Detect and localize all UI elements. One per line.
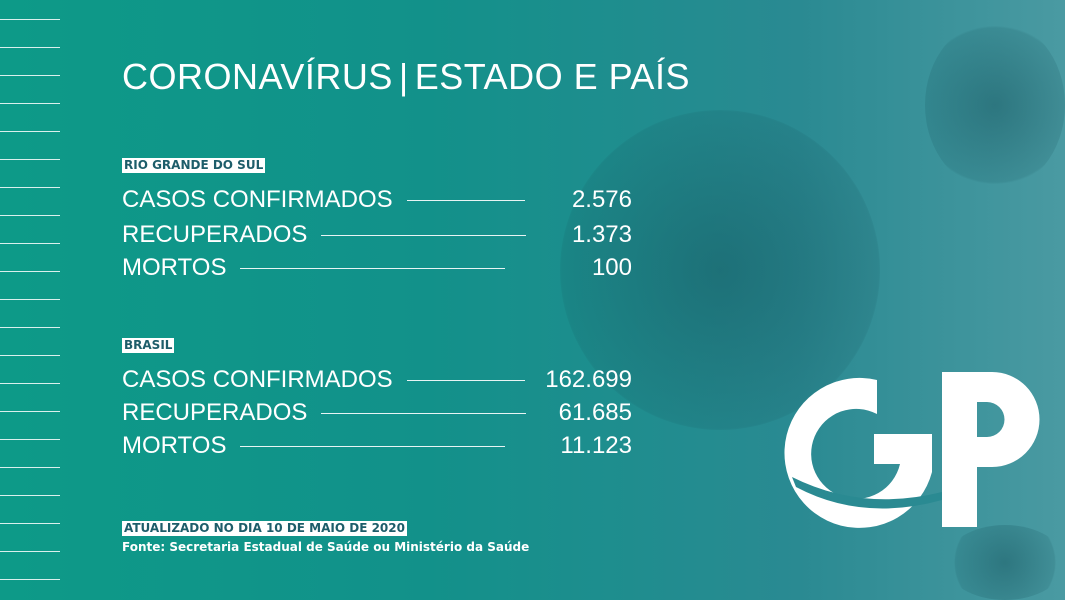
decorative-lines [0,0,62,600]
decorative-line [0,159,60,160]
decorative-line [0,187,60,188]
stat-row: RECUPERADOS 61.685 [122,399,632,426]
decorative-line [0,439,60,440]
source-note: Fonte: Secretaria Estadual de Saúde ou M… [122,540,530,554]
section-label-rs: RIO GRANDE DO SUL [122,158,266,173]
stat-row: CASOS CONFIRMADOS 162.699 [122,366,632,393]
decorative-line [0,75,60,76]
decorative-line [0,47,60,48]
decorative-line [0,579,60,580]
decorative-line [0,467,60,468]
stat-row: MORTOS 100 [122,254,632,281]
stat-row: RECUPERADOS 1.373 [122,221,632,248]
stat-row: CASOS CONFIRMADOS 2.576 [122,186,632,213]
virus-illustration [945,525,1065,600]
decorative-line [0,495,60,496]
decorative-line [0,103,60,104]
virus-illustration [925,20,1065,190]
decorative-line [0,243,60,244]
gp-logo [784,372,1040,528]
virus-illustration [560,110,880,430]
section-label-brasil: BRASIL [122,338,175,353]
page-title: CORONAVÍRUS | ESTADO E PAÍS [122,56,690,97]
decorative-line [0,327,60,328]
decorative-line [0,551,60,552]
decorative-line [0,131,60,132]
updated-date: ATUALIZADO NO DIA 10 DE MAIO DE 2020 [122,521,407,536]
decorative-line [0,271,60,272]
stat-row: MORTOS 11.123 [122,432,632,459]
decorative-line [0,355,60,356]
decorative-line [0,19,60,20]
decorative-line [0,215,60,216]
decorative-line [0,411,60,412]
decorative-line [0,383,60,384]
decorative-line [0,299,60,300]
decorative-line [0,523,60,524]
